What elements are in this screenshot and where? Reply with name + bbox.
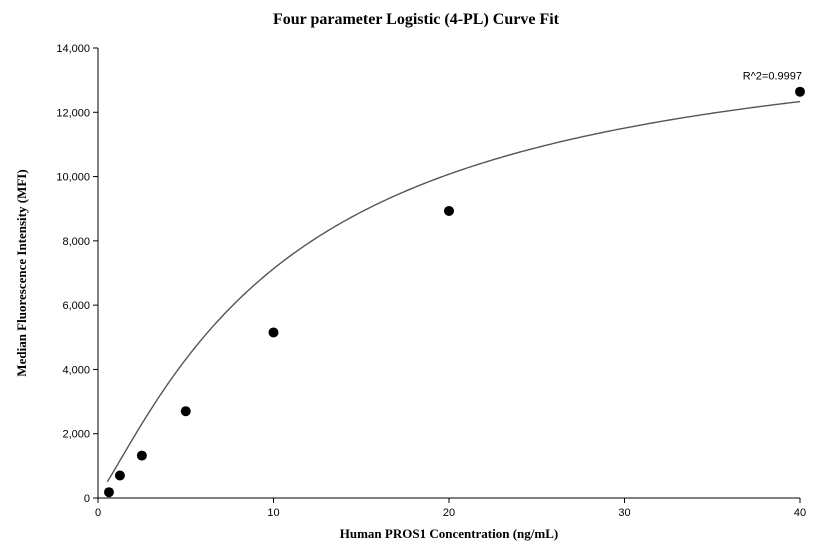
y-tick-label: 6,000 <box>62 300 90 312</box>
x-tick-label: 20 <box>443 507 455 519</box>
data-point <box>104 487 114 497</box>
x-tick-label: 10 <box>267 507 279 519</box>
curve-fit-chart: Four parameter Logistic (4-PL) Curve Fit… <box>0 0 832 560</box>
data-point <box>444 206 454 216</box>
y-axis-label: Median Fluorescence Intensity (MFI) <box>14 169 29 376</box>
chart-title: Four parameter Logistic (4-PL) Curve Fit <box>273 11 560 28</box>
data-point <box>269 327 279 337</box>
y-tick-label: 2,000 <box>62 429 90 441</box>
chart-stage: Four parameter Logistic (4-PL) Curve Fit… <box>0 0 832 560</box>
y-tick-label: 0 <box>84 493 90 505</box>
y-tick-label: 4,000 <box>62 364 90 376</box>
y-tick-label: 10,000 <box>56 172 90 184</box>
data-point <box>795 87 805 97</box>
y-tick-label: 12,000 <box>56 107 90 119</box>
data-point <box>137 451 147 461</box>
data-point <box>181 406 191 416</box>
x-tick-label: 30 <box>618 507 630 519</box>
data-point <box>115 471 125 481</box>
y-tick-label: 14,000 <box>56 43 90 55</box>
y-tick-label: 8,000 <box>62 236 90 248</box>
r-squared-label: R^2=0.9997 <box>743 71 802 83</box>
x-tick-label: 0 <box>95 507 101 519</box>
x-tick-label: 40 <box>794 507 806 519</box>
x-axis-label: Human PROS1 Concentration (ng/mL) <box>340 526 558 541</box>
